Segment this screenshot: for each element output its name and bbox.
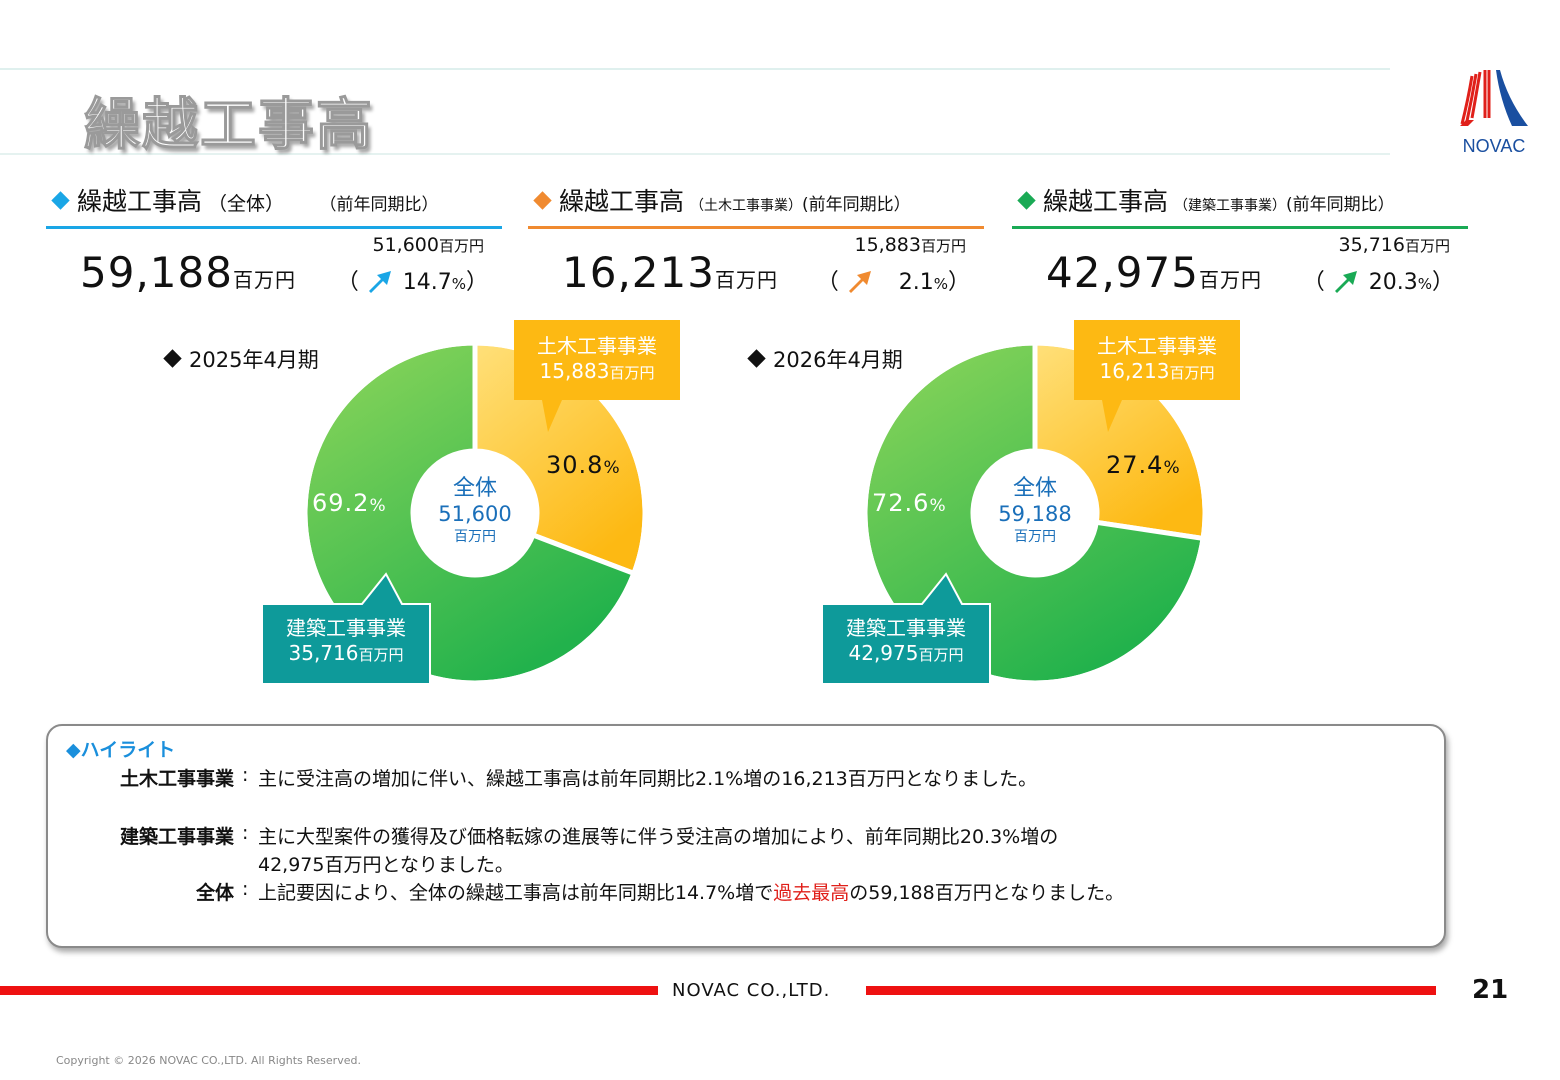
diamond-icon	[747, 349, 766, 368]
logo-text: NOVAC	[1463, 136, 1526, 156]
panel-total-rule	[46, 226, 502, 229]
callout-building-2025: 建築工事事業 35,716百万円	[286, 616, 406, 665]
footer-rule-left	[0, 986, 658, 995]
page-number: 21	[1472, 975, 1509, 1005]
donut-outer-ring	[864, 342, 1206, 684]
callout-building-2026-shape	[822, 572, 991, 685]
panel-total-heading: 繰越工事高 （全体） （前年同期比）	[51, 182, 439, 218]
panel-civil-prev: 15,883百万円	[854, 234, 967, 256]
pie-2025-pct-civil: 30.8%	[546, 451, 621, 479]
callout-building-2025-shape	[262, 572, 431, 685]
panel-building-growth: （20.3%）	[1302, 269, 1454, 295]
center-unit: 百万円	[1014, 529, 1056, 545]
callout-civil-2025-shape	[514, 320, 680, 432]
highlight-title: ◆ハイライト	[66, 739, 176, 761]
center-value: 51,600	[438, 502, 512, 526]
copyright: Copyright © 2026 NOVAC CO.,LTD. All Righ…	[56, 1054, 361, 1067]
pie-2025-pct-building: 69.2%	[312, 489, 387, 517]
center-label: 全体	[1012, 476, 1057, 501]
panel-civil-value: 16,213百万円	[562, 248, 778, 297]
highlight-box	[46, 724, 1446, 948]
diamond-icon	[533, 191, 552, 210]
panel-total-growth: （14.7%）	[336, 269, 488, 295]
donut-hole	[413, 451, 537, 575]
panel-building-heading: 繰越工事高 （建築工事事業）(前年同期比）	[1017, 182, 1395, 218]
pie-2026-pct-civil: 27.4%	[1106, 451, 1181, 479]
callout-civil-2026: 土木工事事業 16,213百万円	[1097, 334, 1217, 383]
up-arrow-icon	[365, 269, 393, 293]
panel-civil-rule	[528, 226, 984, 229]
callout-building-2026: 建築工事事業 42,975百万円	[846, 616, 966, 665]
panel-building-prev: 35,716百万円	[1338, 234, 1451, 256]
novac-logo: NOVAC	[1452, 66, 1536, 158]
callout-civil-2026-shape	[1074, 320, 1240, 432]
donut-hole	[973, 451, 1097, 575]
panel-total-prev: 51,600百万円	[372, 234, 485, 256]
panel-total-value: 59,188百万円	[80, 248, 296, 297]
record-high-emphasis: 過去最高	[773, 882, 850, 904]
diamond-icon	[51, 191, 70, 210]
header-top-rule	[0, 68, 1390, 70]
footer-rule-right	[866, 986, 1436, 995]
donut-2026-center: 全体 59,188 百万円	[980, 470, 1090, 546]
panel-civil-growth: （2.1%）	[816, 269, 970, 295]
diamond-icon	[163, 349, 182, 368]
donut-outer-ring	[304, 342, 646, 684]
page-title: 繰越工事高	[83, 92, 374, 158]
center-unit: 百万円	[454, 529, 496, 545]
novac-logo-mark: NOVAC	[1460, 70, 1528, 156]
diamond-icon	[1017, 191, 1036, 210]
panel-civil-heading: 繰越工事高 （土木工事事業）(前年同期比）	[533, 182, 911, 218]
center-label: 全体	[452, 476, 497, 501]
callout-civil-2025: 土木工事事業 15,883百万円	[537, 334, 657, 383]
panel-building: 繰越工事高 （建築工事事業）(前年同期比） 42,975百万円 35,716百万円…	[1012, 182, 1468, 302]
panel-civil: 繰越工事高 （土木工事事業）(前年同期比） 16,213百万円 15,883百万円…	[528, 182, 984, 302]
period-label-2026: 2026年4月期	[747, 344, 903, 374]
center-value: 59,188	[998, 502, 1072, 526]
panel-building-rule	[1012, 226, 1468, 229]
donut-2025-center: 全体 51,600 百万円	[420, 470, 530, 546]
header-bottom-rule	[0, 153, 1390, 155]
footer-company: NOVAC CO.,LTD.	[672, 980, 831, 1001]
panel-total: 繰越工事高 （全体） （前年同期比） 59,188百万円 51,600百万円 （14…	[46, 182, 502, 302]
pie-2026-pct-building: 72.6%	[872, 489, 947, 517]
panel-building-value: 42,975百万円	[1046, 248, 1262, 297]
up-arrow-icon	[845, 269, 873, 293]
period-label-2025: 2025年4月期	[163, 344, 319, 374]
up-arrow-icon	[1331, 269, 1359, 293]
